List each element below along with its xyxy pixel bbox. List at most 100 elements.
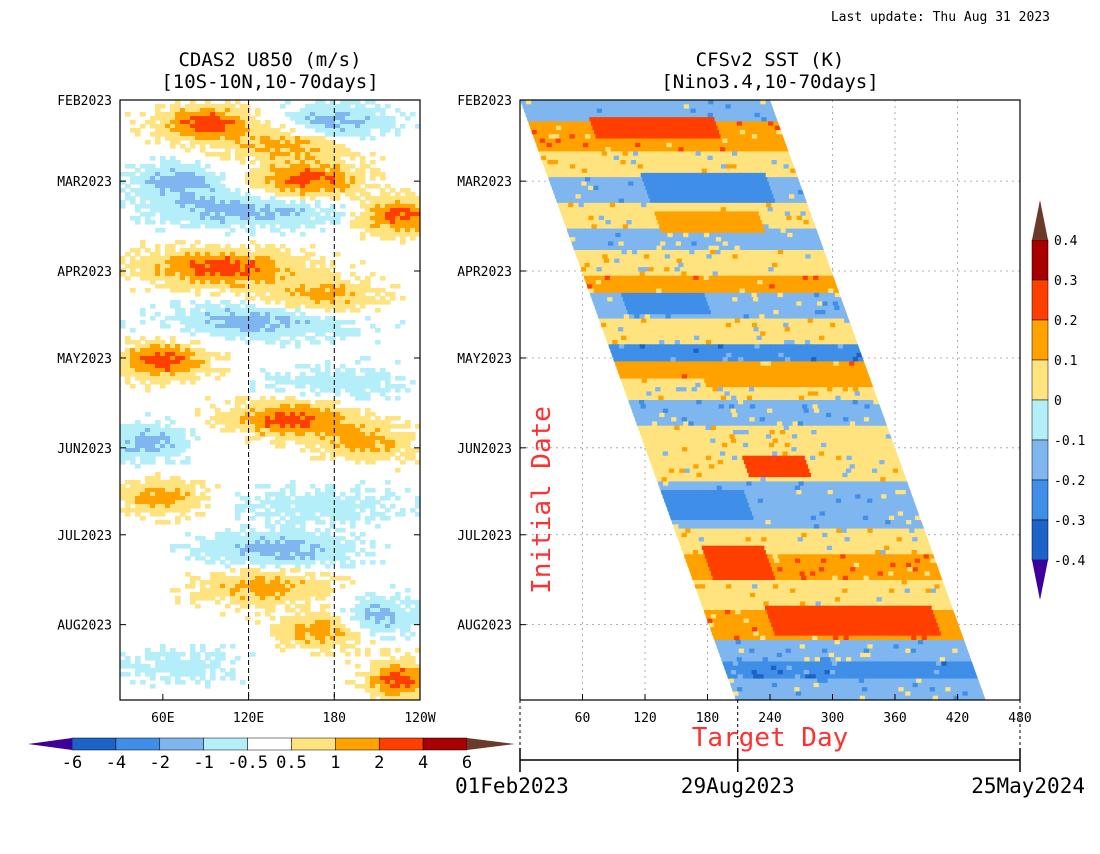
u850-cell xyxy=(350,380,356,385)
u850-cell xyxy=(315,216,321,221)
u850-cell xyxy=(245,108,251,113)
u850-cell xyxy=(260,512,266,517)
u850-cell xyxy=(195,112,201,117)
u850-cell xyxy=(275,184,281,189)
u850-cell xyxy=(195,200,201,205)
u850-cell xyxy=(350,424,356,429)
u850-cell xyxy=(170,304,176,309)
sst-cell xyxy=(658,134,664,139)
u850-cell xyxy=(365,592,371,597)
u850-cell xyxy=(180,328,186,333)
u850-cell xyxy=(290,408,296,413)
u850-cell xyxy=(150,220,156,225)
u850-cell xyxy=(170,192,176,197)
u850-cell xyxy=(310,116,316,121)
u850-cell xyxy=(265,412,271,417)
u850-cell xyxy=(205,544,211,549)
u850-cell xyxy=(215,272,221,277)
sst-cell xyxy=(666,113,672,118)
u850-cell xyxy=(225,428,231,433)
u850-cell xyxy=(215,652,221,657)
u850-cell xyxy=(320,616,326,621)
u850-cell xyxy=(310,368,316,373)
sst-cell xyxy=(571,139,577,144)
u850-cell xyxy=(130,484,136,489)
u850-cell xyxy=(170,284,176,289)
u850-cell xyxy=(190,432,196,437)
u850-cell xyxy=(180,272,186,277)
u850-cell xyxy=(210,180,216,185)
u850-cell xyxy=(290,256,296,261)
sst-cell xyxy=(739,113,745,118)
u850-cell xyxy=(235,260,241,265)
u850-cell xyxy=(265,124,271,129)
sst-cell xyxy=(552,100,558,105)
u850-cell xyxy=(195,576,201,581)
sst-cell xyxy=(687,143,693,148)
u850-cell xyxy=(320,420,326,425)
u850-cell xyxy=(400,124,406,129)
u850-cell xyxy=(245,412,251,417)
sst-cell xyxy=(670,139,676,144)
sst-cell xyxy=(661,100,667,105)
u850-cell xyxy=(280,532,286,537)
u850-cell xyxy=(360,596,366,601)
u850-cell xyxy=(310,264,316,269)
u850-cell xyxy=(390,660,396,665)
u850-cell xyxy=(130,492,136,497)
u850-cell xyxy=(370,220,376,225)
u850-cell xyxy=(150,120,156,125)
u850-cell xyxy=(320,388,326,393)
u850-cell xyxy=(265,432,271,437)
u850-cell xyxy=(190,648,196,653)
u850-cell xyxy=(325,552,331,557)
u850-cell xyxy=(325,420,331,425)
u850-cell xyxy=(280,528,286,533)
u850-cell xyxy=(210,544,216,549)
u850-cell xyxy=(250,256,256,261)
u850-cell xyxy=(190,656,196,661)
u850-cell xyxy=(250,560,256,565)
u850-cell xyxy=(175,240,181,245)
u850-cell xyxy=(125,424,131,429)
u850-cell xyxy=(260,276,266,281)
u850-cell xyxy=(260,248,266,253)
u850-cell xyxy=(200,204,206,209)
u850-cell xyxy=(315,496,321,501)
u850-cell xyxy=(300,412,306,417)
sst-cell xyxy=(747,121,753,126)
u850-cell xyxy=(275,216,281,221)
u850-cell xyxy=(285,156,291,161)
sst-cell xyxy=(766,100,772,105)
sst-cell xyxy=(724,100,730,105)
u850-cell xyxy=(295,120,301,125)
sst-cell xyxy=(574,147,580,152)
u850-cell xyxy=(160,164,166,169)
u850-cell xyxy=(235,580,241,585)
u850-cell xyxy=(245,600,251,605)
u850-cell xyxy=(235,144,241,149)
u850-cell xyxy=(310,436,316,441)
u850-cell xyxy=(190,200,196,205)
u850-cell xyxy=(390,188,396,193)
sst-cell xyxy=(625,130,631,135)
u850-cell xyxy=(220,368,226,373)
u850-cell xyxy=(355,512,361,517)
last-update-label: Last update: Thu Aug 31 2023 xyxy=(831,10,1050,25)
u850-cell xyxy=(215,324,221,329)
u850-cell xyxy=(345,440,351,445)
u850-cell xyxy=(405,652,411,657)
u850-cell xyxy=(230,108,236,113)
u850-cell xyxy=(160,440,166,445)
u850-cell xyxy=(275,248,281,253)
u850-cell xyxy=(175,440,181,445)
u850-cell xyxy=(255,332,261,337)
u850-cell xyxy=(285,548,291,553)
u850-cell xyxy=(290,380,296,385)
u850-cell xyxy=(320,552,326,557)
u850-cell xyxy=(215,256,221,261)
sst-cell xyxy=(628,109,634,114)
u850-cell xyxy=(360,116,366,121)
u850-cell xyxy=(270,580,276,585)
u850-cell xyxy=(170,508,176,513)
